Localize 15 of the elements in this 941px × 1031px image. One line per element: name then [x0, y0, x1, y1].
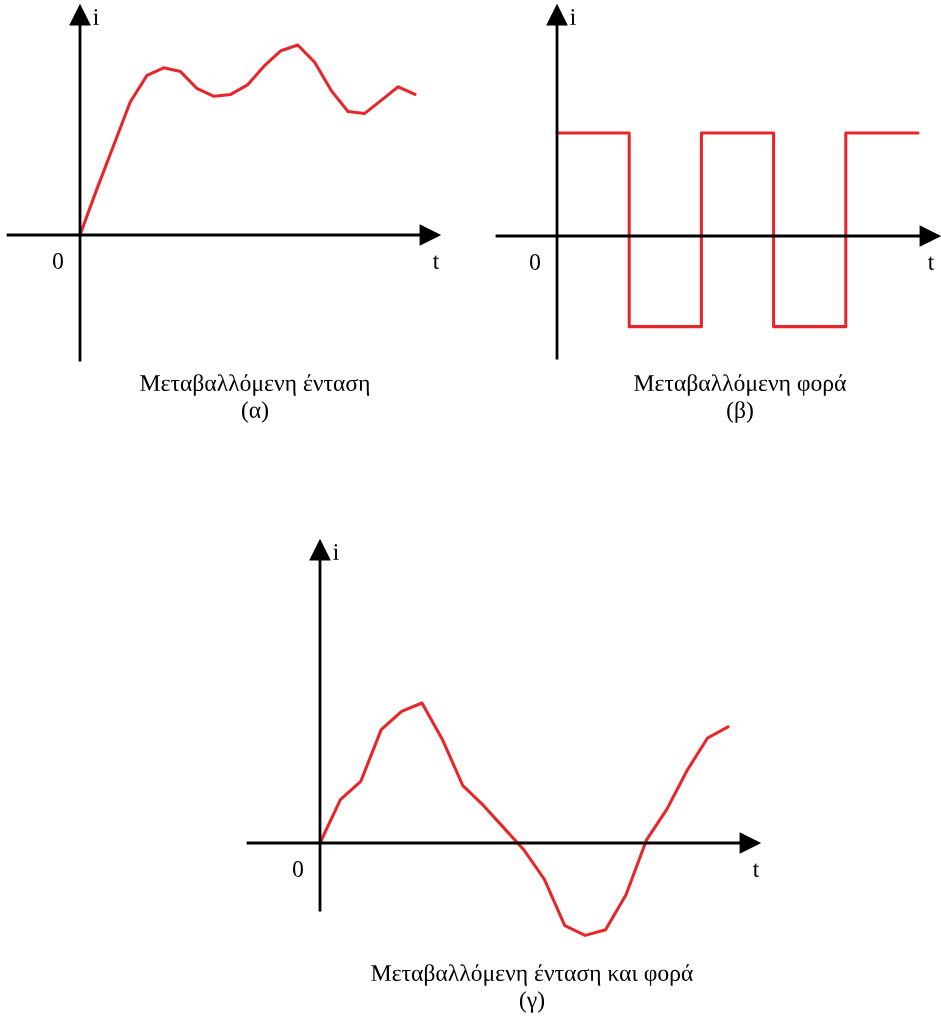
y-axis-title: i — [333, 544, 339, 560]
y-axis-title: i — [570, 9, 576, 25]
x-axis-title: t — [432, 255, 440, 269]
text: Μεταβαλλόμενη φορά — [634, 374, 846, 396]
text: 0 — [293, 860, 303, 877]
annotation: 0 — [530, 253, 540, 270]
y-axis-title: i — [93, 9, 99, 25]
text: (γ) — [519, 991, 545, 1013]
text: (α) — [241, 401, 269, 423]
text: Μεταβαλλόμενη ένταση και φορά — [371, 964, 693, 986]
x-axis-title: t — [752, 863, 760, 877]
text: 0 — [53, 252, 63, 269]
x-axis-title: t — [927, 256, 935, 270]
text: (β) — [727, 401, 753, 423]
text: Μεταβαλλόμενη ένταση — [140, 374, 370, 396]
